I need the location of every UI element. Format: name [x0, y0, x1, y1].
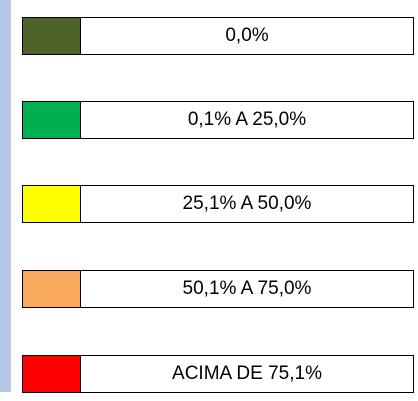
legend-row: 50,1% A 75,0%	[22, 270, 414, 308]
legend-label: 0,0%	[80, 17, 414, 55]
color-swatch	[22, 270, 80, 308]
legend-label: 25,1% A 50,0%	[80, 185, 414, 223]
legend-label: 50,1% A 75,0%	[80, 270, 414, 308]
color-swatch	[22, 185, 80, 223]
color-swatch	[22, 17, 80, 55]
legend-row: 25,1% A 50,0%	[22, 185, 414, 223]
color-swatch	[22, 355, 80, 393]
legend-row: 0,1% A 25,0%	[22, 101, 414, 139]
legend-label: 0,1% A 25,0%	[80, 101, 414, 139]
side-strip	[0, 0, 11, 392]
legend-label: ACIMA DE 75,1%	[80, 355, 414, 393]
legend-row: 0,0%	[22, 17, 414, 55]
color-swatch	[22, 101, 80, 139]
legend-row: ACIMA DE 75,1%	[22, 355, 414, 393]
